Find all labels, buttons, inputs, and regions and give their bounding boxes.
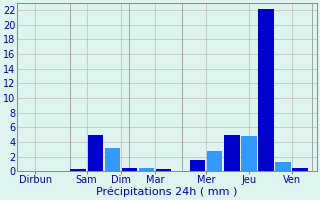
Bar: [292, 168, 308, 171]
Bar: [70, 169, 86, 171]
Bar: [207, 151, 222, 171]
Bar: [156, 169, 171, 171]
Bar: [122, 168, 137, 171]
Bar: [241, 136, 257, 171]
Bar: [224, 135, 240, 171]
Bar: [276, 162, 291, 171]
Bar: [105, 148, 120, 171]
Bar: [88, 135, 103, 171]
X-axis label: Précipitations 24h ( mm ): Précipitations 24h ( mm ): [96, 187, 238, 197]
Bar: [139, 168, 154, 171]
Bar: [190, 160, 205, 171]
Bar: [258, 9, 274, 171]
